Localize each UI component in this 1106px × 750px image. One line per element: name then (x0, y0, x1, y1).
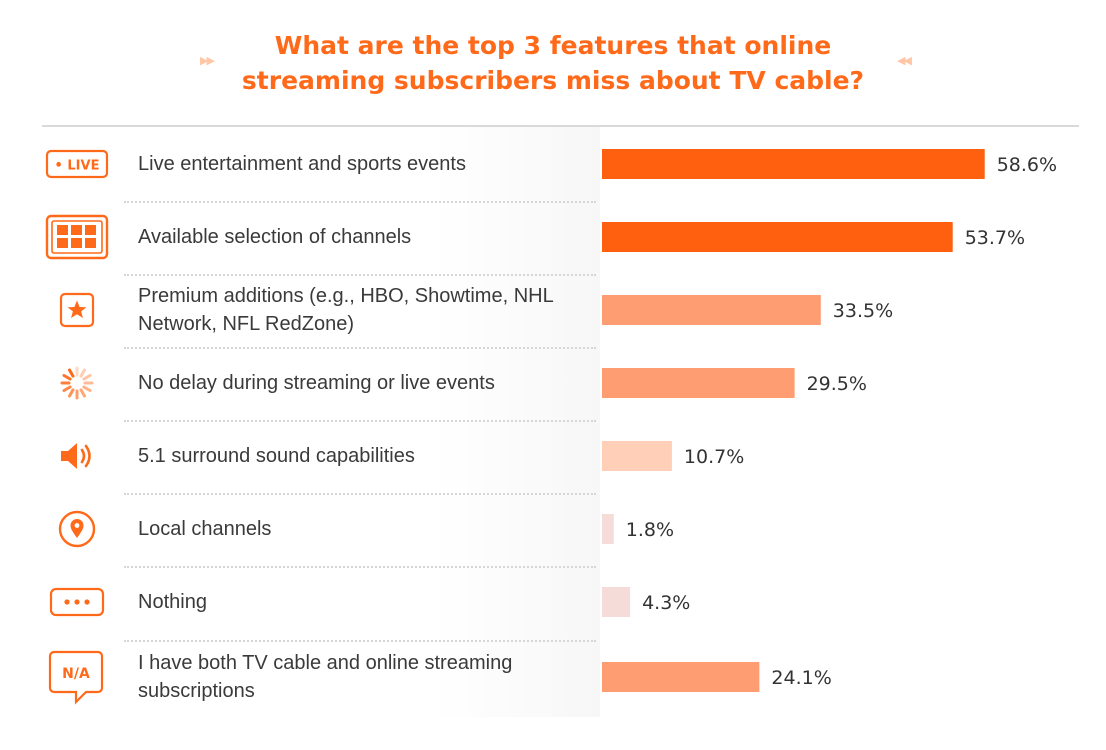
chart-title: What are the top 3 features that online … (0, 28, 1106, 98)
row-separator (124, 640, 596, 642)
row-separator (124, 420, 596, 422)
title-decoration-right-icon: ◀◀ (897, 54, 912, 67)
row-separator (124, 347, 596, 349)
category-label: Nothing (138, 591, 207, 613)
location-pin-icon (44, 506, 110, 552)
value-label: 10.7% (684, 446, 744, 468)
bar (602, 295, 821, 325)
channel-grid-icon (44, 214, 110, 260)
bar (602, 441, 672, 471)
star-icon (44, 287, 110, 333)
chart-title-line-1: What are the top 3 features that online (274, 31, 832, 60)
value-label: 53.7% (965, 227, 1025, 249)
category-label: Available selection of channels (138, 226, 412, 248)
row-separator (124, 274, 596, 276)
category-label: No delay during streaming or live events (138, 372, 495, 394)
live-badge-icon: • LIVE (44, 141, 110, 187)
category-label: I have both TV cable and online streamin… (138, 652, 513, 702)
bar (602, 149, 985, 179)
category-label: Local channels (138, 518, 272, 540)
value-label: 24.1% (771, 667, 831, 689)
ellipsis-icon (44, 579, 110, 625)
row-separator (124, 493, 596, 495)
bar (602, 222, 953, 252)
top-rule (42, 125, 1079, 127)
speaker-icon (44, 433, 110, 479)
chart-title-line-2: streaming subscribers miss about TV cabl… (241, 66, 865, 95)
svg-text:• LIVE: • LIVE (55, 159, 100, 174)
bar (602, 514, 614, 544)
category-label: Live entertainment and sports events (138, 153, 466, 175)
category-label: 5.1 surround sound capabilities (138, 445, 415, 467)
value-label: 1.8% (626, 519, 674, 541)
row-separator (124, 201, 596, 203)
category-label: Premium additions (e.g., HBO, Showtime, … (138, 285, 553, 335)
value-label: 4.3% (642, 592, 690, 614)
value-label: 29.5% (807, 373, 867, 395)
na-speech-bubble-icon: N/A (44, 650, 110, 705)
svg-text:N/A: N/A (62, 666, 90, 682)
loading-spinner-icon (44, 360, 110, 406)
title-decoration-left-icon: ▶▶ (200, 54, 215, 67)
category-panel (42, 127, 600, 717)
bar (602, 587, 631, 617)
value-label: 58.6% (997, 154, 1057, 176)
value-label: 33.5% (833, 300, 893, 322)
row-separator (124, 566, 596, 568)
bar (602, 368, 795, 398)
bar (602, 662, 760, 692)
